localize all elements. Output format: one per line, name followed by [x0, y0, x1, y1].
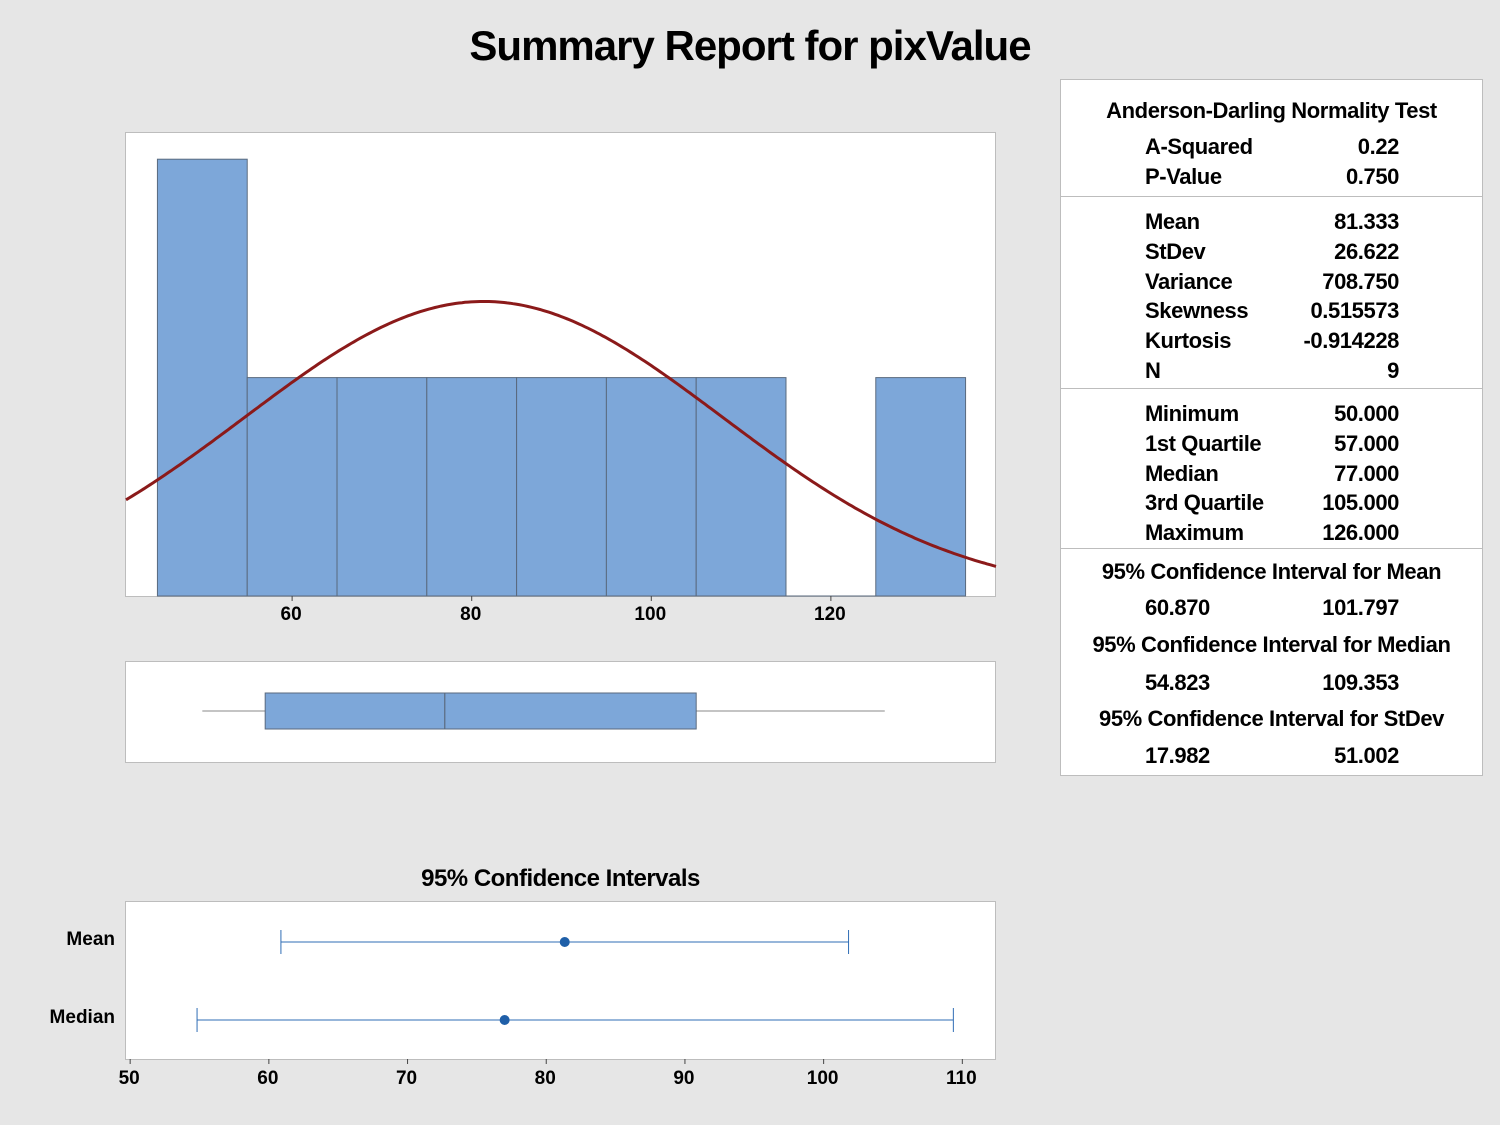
ci-median-title: 95% Confidence Interval for Median	[1092, 632, 1451, 657]
stats-table: Anderson-Darling Normality Test A-Square…	[1060, 79, 1483, 776]
stat-value: 708.750	[1322, 268, 1399, 294]
boxplot-chart	[202, 692, 885, 730]
stat-label: 3rd Quartile	[1145, 490, 1264, 516]
stat-value: 126.000	[1322, 520, 1399, 546]
stat-label: 1st Quartile	[1145, 430, 1262, 456]
stat-value: 105.000	[1322, 490, 1399, 516]
stat-label: Variance	[1145, 268, 1233, 294]
ci-stdev-high: 51.002	[1334, 743, 1399, 768]
ci-estimate-point	[559, 937, 570, 947]
histogram-tick-label: 80	[460, 604, 482, 625]
stat-row: A-Squared 0.22	[1145, 134, 1399, 164]
stat-label: Maximum	[1145, 520, 1244, 546]
boxplot-panel	[125, 661, 996, 763]
stat-label: N	[1145, 358, 1161, 383]
histogram-tick-label: 100	[634, 604, 667, 625]
stat-row: 3rd Quartile 105.000	[1145, 490, 1399, 520]
ci-stdev-title: 95% Confidence Interval for StDev	[1098, 706, 1444, 731]
stat-row: 1st Quartile 57.000	[1145, 431, 1399, 461]
stat-label: StDev	[1145, 238, 1206, 264]
stat-row: Variance 708.750	[1145, 269, 1399, 299]
stat-label: A-Squared	[1145, 134, 1253, 159]
ci-panel	[125, 901, 996, 1064]
stat-row: Median 77.000	[1145, 461, 1399, 491]
ci-tick-label: 110	[945, 1068, 977, 1089]
stat-value: 50.000	[1334, 401, 1399, 426]
divider	[1061, 196, 1482, 197]
stat-row: Mean 81.333	[1145, 209, 1399, 239]
stat-row: Minimum 50.000	[1145, 401, 1399, 431]
ci-mean-high: 101.797	[1322, 595, 1399, 620]
ci-tick-label: 100	[806, 1068, 839, 1089]
histogram-bar	[336, 377, 428, 597]
histogram-chart	[125, 158, 997, 601]
stat-label: Mean	[1145, 209, 1200, 234]
ci-median-low: 54.823	[1145, 670, 1210, 695]
stat-value: 0.750	[1345, 164, 1399, 189]
boxplot-box	[264, 692, 697, 730]
stat-label: Minimum	[1145, 401, 1239, 426]
ci-chart	[129, 930, 963, 1064]
stat-label: Kurtosis	[1145, 328, 1232, 354]
stat-value: 0.22	[1357, 134, 1400, 159]
stat-label: Median	[1145, 460, 1219, 486]
ad-test-title: Anderson-Darling Normality Test	[1106, 98, 1437, 123]
histogram-tick-label: 60	[280, 604, 302, 625]
stat-value: -0.914228	[1303, 328, 1400, 354]
stat-value: 81.333	[1334, 209, 1399, 234]
histogram-bar	[516, 377, 607, 597]
stat-label: Skewness	[1145, 298, 1249, 324]
histogram-bar	[875, 377, 967, 597]
divider	[1061, 388, 1482, 389]
histogram-bar	[246, 377, 338, 597]
histogram-panel	[125, 132, 997, 601]
ci-row-label: Mean	[66, 929, 115, 950]
divider	[1061, 548, 1482, 549]
stat-label: P-Value	[1145, 164, 1222, 189]
report-title: Summary Report for pixValue	[469, 22, 1031, 69]
stat-value: 77.000	[1334, 460, 1399, 486]
stat-value: 57.000	[1334, 430, 1399, 456]
ci-tick-label: 60	[257, 1068, 279, 1089]
stat-value: 26.622	[1334, 238, 1399, 264]
histogram-bar	[695, 377, 787, 597]
stat-value: 0.515573	[1310, 298, 1399, 324]
histogram-bar	[156, 158, 248, 597]
ci-stdev-low: 17.982	[1145, 743, 1210, 768]
ci-tick-label: 90	[673, 1068, 695, 1089]
ci-tick-label: 80	[534, 1068, 556, 1089]
stat-value: 9	[1387, 358, 1399, 383]
histogram-tick-label: 120	[814, 604, 846, 625]
stat-row: Maximum 126.000	[1145, 520, 1399, 550]
ci-median-high: 109.353	[1322, 670, 1399, 695]
ci-mean-low: 60.870	[1145, 595, 1210, 620]
histogram-bar	[426, 377, 518, 597]
stat-row: Kurtosis -0.914228	[1145, 328, 1399, 358]
ci-mean-title: 95% Confidence Interval for Mean	[1101, 559, 1442, 584]
ci-tick-label: 50	[118, 1068, 140, 1089]
stat-row: StDev 26.622	[1145, 239, 1399, 269]
normal-fit-curve	[125, 300, 997, 568]
stat-row: Skewness 0.515573	[1145, 298, 1399, 328]
ci-row-label: Median	[49, 1007, 115, 1028]
stat-row: P-Value 0.750	[1145, 164, 1399, 194]
histogram-bar	[605, 377, 697, 597]
ci-chart-title: 95% Confidence Intervals	[421, 865, 700, 892]
ci-tick-label: 70	[395, 1068, 418, 1089]
ci-estimate-point	[499, 1015, 510, 1025]
